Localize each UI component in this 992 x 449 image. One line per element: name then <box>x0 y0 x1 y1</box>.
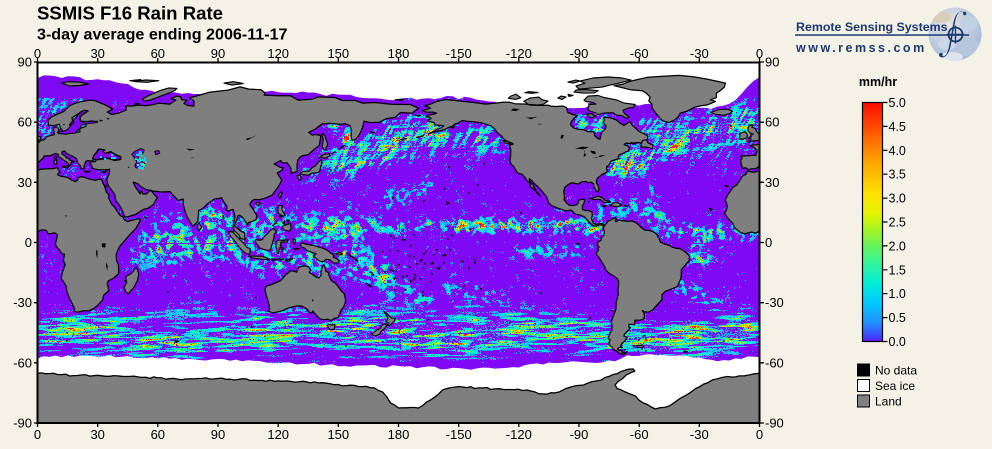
svg-text:120: 120 <box>267 46 289 61</box>
svg-text:30: 30 <box>90 46 104 61</box>
svg-text:180: 180 <box>388 427 410 442</box>
svg-text:mm/hr: mm/hr <box>859 75 897 89</box>
svg-text:0: 0 <box>756 46 763 61</box>
svg-text:150: 150 <box>327 427 349 442</box>
svg-text:30: 30 <box>765 175 779 190</box>
svg-text:0: 0 <box>34 427 41 442</box>
svg-text:0: 0 <box>34 46 41 61</box>
svg-text:SSMIS F16 Rain Rate: SSMIS F16 Rain Rate <box>37 3 223 24</box>
svg-text:-30: -30 <box>765 295 784 310</box>
svg-text:90: 90 <box>211 427 225 442</box>
svg-text:-60: -60 <box>765 355 784 370</box>
svg-text:-30: -30 <box>690 46 709 61</box>
svg-text:60: 60 <box>151 46 165 61</box>
svg-text:Sea ice: Sea ice <box>875 379 915 393</box>
svg-text:3.0: 3.0 <box>889 192 906 206</box>
svg-text:Land: Land <box>875 395 902 409</box>
svg-text:-120: -120 <box>506 427 532 442</box>
svg-text:4.5: 4.5 <box>889 120 906 134</box>
svg-text:2.0: 2.0 <box>889 239 906 253</box>
svg-text:60: 60 <box>765 115 779 130</box>
svg-text:3.5: 3.5 <box>889 168 906 182</box>
svg-text:-30: -30 <box>690 427 709 442</box>
svg-text:-90: -90 <box>765 416 784 431</box>
svg-text:90: 90 <box>211 46 225 61</box>
svg-text:180: 180 <box>388 46 410 61</box>
svg-text:120: 120 <box>267 427 289 442</box>
svg-text:30: 30 <box>90 427 104 442</box>
svg-text:-150: -150 <box>446 427 472 442</box>
svg-text:0: 0 <box>756 427 763 442</box>
svg-text:-60: -60 <box>13 355 32 370</box>
svg-text:www.remss.com: www.remss.com <box>795 41 927 55</box>
svg-text:-60: -60 <box>630 46 649 61</box>
svg-text:0: 0 <box>25 235 32 250</box>
svg-text:60: 60 <box>151 427 165 442</box>
svg-text:-90: -90 <box>570 427 589 442</box>
svg-text:90: 90 <box>765 55 779 70</box>
svg-text:1.0: 1.0 <box>889 287 906 301</box>
svg-text:0.5: 0.5 <box>889 311 906 325</box>
svg-text:60: 60 <box>18 115 32 130</box>
svg-text:150: 150 <box>327 46 349 61</box>
svg-text:-120: -120 <box>506 46 532 61</box>
svg-text:0: 0 <box>765 235 772 250</box>
svg-text:-30: -30 <box>13 295 32 310</box>
svg-text:2.5: 2.5 <box>889 216 906 230</box>
svg-text:Remote Sensing Systems: Remote Sensing Systems <box>796 20 948 34</box>
svg-text:1.5: 1.5 <box>889 263 906 277</box>
svg-text:4.0: 4.0 <box>889 144 906 158</box>
svg-text:5.0: 5.0 <box>889 96 906 110</box>
svg-text:-90: -90 <box>13 416 32 431</box>
svg-text:-60: -60 <box>630 427 649 442</box>
svg-text:30: 30 <box>18 175 32 190</box>
svg-text:-90: -90 <box>570 46 589 61</box>
svg-text:-150: -150 <box>446 46 472 61</box>
svg-text:0.0: 0.0 <box>889 335 906 349</box>
svg-text:3-day average ending 2006-11-1: 3-day average ending 2006-11-17 <box>37 26 288 44</box>
svg-text:90: 90 <box>18 55 32 70</box>
svg-text:No data: No data <box>875 364 917 378</box>
